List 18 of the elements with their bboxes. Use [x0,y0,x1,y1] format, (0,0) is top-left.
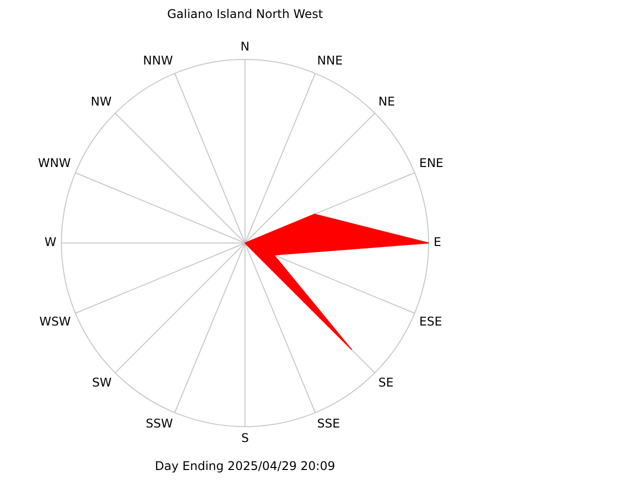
spoke-label: WSW [39,314,71,328]
spoke-label: NNE [317,54,343,68]
text: Day Ending 2025/04/29 20:09 [154,459,336,474]
spoke-label: ESE [419,314,442,328]
spoke-label: ENE [419,156,444,170]
spoke-label: NE [378,94,395,109]
spoke-label: SSE [317,416,340,431]
spoke-label: W [44,235,57,250]
spoke-label: S [241,430,249,445]
spoke-label: SSW [146,416,173,431]
spoke-label: WNW [38,156,71,170]
spoke-label: NW [90,94,112,109]
spoke-label: N [240,39,250,54]
spoke-label: NNW [143,54,173,68]
spoke-label: SE [378,376,394,390]
spoke-label: E [434,235,442,250]
chart-title: Galiano Island North West [167,7,324,22]
spoke-label: SW [92,376,112,390]
